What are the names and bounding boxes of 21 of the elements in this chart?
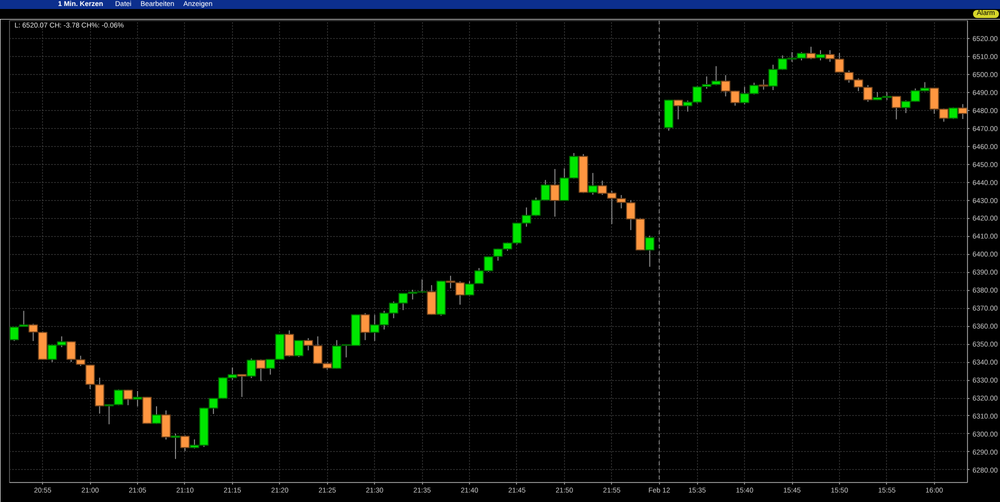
candlestick (256, 358, 266, 382)
candlestick (550, 168, 560, 218)
candlestick (294, 340, 304, 358)
candlestick (360, 312, 370, 341)
candlestick (284, 330, 294, 358)
candlestick (644, 235, 655, 268)
candlestick (132, 390, 142, 407)
candlestick (758, 78, 768, 90)
candlestick (892, 96, 902, 120)
candlestick (816, 50, 826, 61)
candlestick (152, 406, 162, 424)
candlestick (806, 46, 816, 60)
candlestick (123, 389, 133, 406)
candlestick (426, 284, 436, 316)
candlestick (161, 410, 171, 440)
candlestick (237, 374, 247, 398)
candlestick (588, 172, 598, 196)
candlestick (170, 433, 180, 460)
candlestick (180, 434, 190, 452)
candlestick (673, 99, 683, 120)
candlestick (246, 358, 256, 379)
